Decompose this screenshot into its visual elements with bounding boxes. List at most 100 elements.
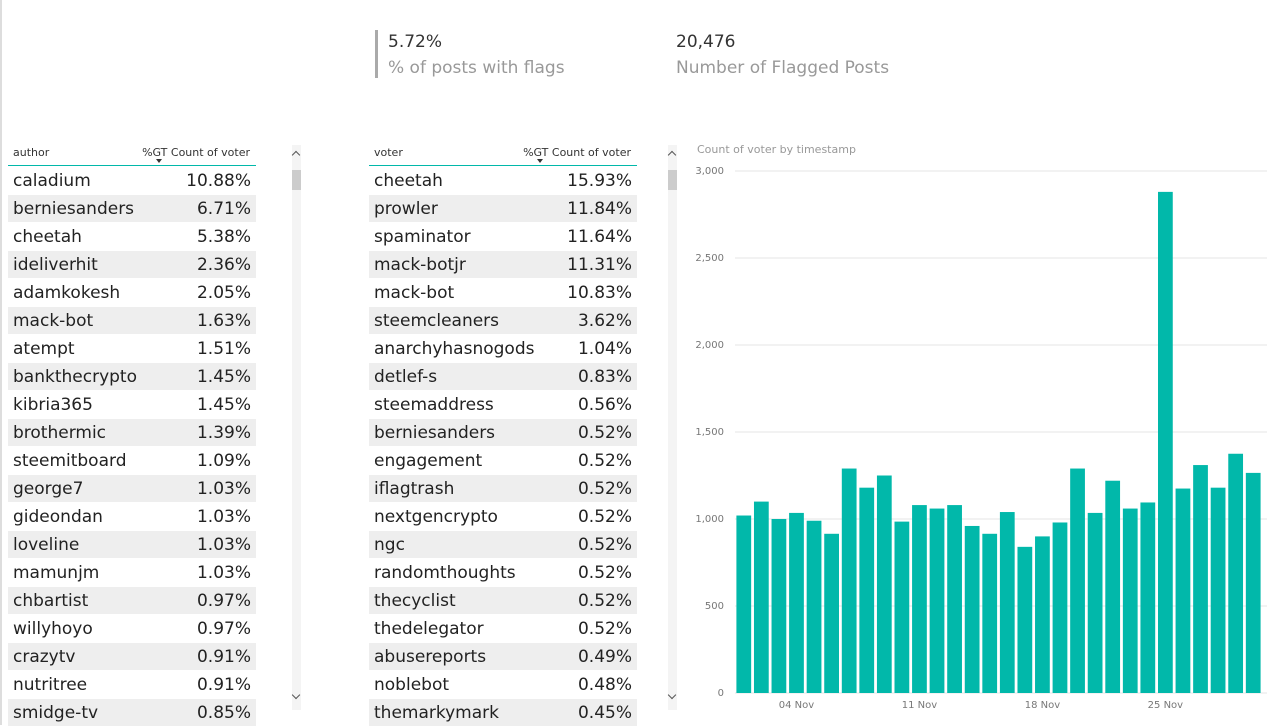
- table-row: [8, 531, 256, 558]
- table-row: [369, 699, 637, 726]
- cell: 0.91%: [196, 647, 251, 667]
- cell: 0.52%: [577, 619, 632, 639]
- bar: [841, 468, 857, 693]
- cell: steemcleaners: [374, 311, 500, 331]
- cell: 10.83%: [567, 283, 632, 303]
- cell: nextgencrypto: [374, 507, 498, 527]
- scroll-thumb: [668, 170, 677, 190]
- header-line: [8, 165, 256, 166]
- cell: berniesanders: [13, 199, 135, 219]
- cell: 0.52%: [577, 423, 632, 443]
- bar: [1245, 472, 1261, 693]
- cell: 0.52%: [577, 507, 632, 527]
- bar: [753, 501, 769, 693]
- bar: [947, 505, 962, 693]
- cell: themarkymark: [374, 703, 499, 723]
- cell: 1.45%: [196, 395, 251, 415]
- cell: 1.51%: [196, 339, 251, 359]
- table-row: [8, 223, 256, 250]
- table-row: [8, 391, 256, 418]
- table-row: [8, 363, 256, 390]
- cell: spaminator: [374, 227, 471, 247]
- bar: [1228, 453, 1244, 693]
- cell: steemitboard: [13, 451, 127, 471]
- cell: thedelegator: [374, 619, 484, 639]
- y-tick-label: 1,500: [695, 427, 724, 438]
- cell: ideliverhit: [13, 255, 98, 275]
- table-row: [8, 559, 256, 586]
- cell: 11.64%: [567, 227, 632, 247]
- cell: 0.48%: [577, 675, 632, 695]
- table-row: [369, 251, 637, 278]
- cell: caladium: [13, 171, 91, 191]
- chart-title: Count of voter by timestamp: [697, 143, 856, 156]
- chart: Count of voter by timestamp 0 500 1,000 1,5…: [695, 143, 1267, 711]
- table-row: [369, 615, 637, 642]
- x-tick-label: 04 Nov: [779, 700, 815, 711]
- bar: [1193, 465, 1208, 693]
- cell: engagement: [374, 451, 483, 471]
- cell: 6.71%: [196, 199, 251, 219]
- sort-arrow: [537, 159, 543, 163]
- bar: [876, 475, 892, 693]
- cell: 3.62%: [577, 311, 632, 331]
- cell: 0.49%: [577, 647, 632, 667]
- y-tick-label: 2,000: [695, 340, 724, 351]
- column-header: author: [13, 146, 50, 159]
- cell: 0.91%: [196, 675, 251, 695]
- cell: berniesanders: [374, 423, 496, 443]
- column-header: %GT Count of voter: [523, 146, 631, 159]
- card-label: Number of Flagged Posts: [676, 58, 890, 78]
- cell: 1.04%: [577, 339, 632, 359]
- scroll-track: [292, 145, 301, 710]
- table-row: [369, 307, 637, 334]
- cell: 1.03%: [196, 479, 251, 499]
- table-row: [369, 643, 637, 670]
- table-row: [369, 335, 637, 362]
- cell: detlef-s: [374, 367, 438, 387]
- table-row: [8, 195, 256, 222]
- cell: randomthoughts: [374, 563, 516, 583]
- cell: bankthecrypto: [13, 367, 137, 387]
- cell: cheetah: [13, 227, 82, 247]
- table-row: [369, 531, 637, 558]
- table-row: [369, 195, 637, 222]
- y-tick-label: 0: [718, 688, 724, 699]
- x-tick-label: 25 Nov: [1148, 700, 1184, 711]
- cell: 0.52%: [577, 451, 632, 471]
- cell: willyhoyo: [13, 619, 93, 639]
- column-header: voter: [374, 146, 403, 159]
- cell: crazytv: [13, 647, 76, 667]
- table-row: [8, 615, 256, 642]
- cell: 0.45%: [577, 703, 632, 723]
- cell: 5.38%: [196, 227, 251, 247]
- cell: 2.36%: [196, 255, 251, 275]
- cell: thecyclist: [374, 591, 456, 611]
- bar: [894, 521, 910, 693]
- cell: 10.88%: [186, 171, 251, 191]
- x-tick-label: 11 Nov: [902, 700, 938, 711]
- table-row: [8, 587, 256, 614]
- cell: adamkokesh: [13, 283, 121, 303]
- cell: kibria365: [13, 395, 93, 415]
- cell: 11.84%: [567, 199, 632, 219]
- cell: brothermic: [13, 423, 107, 443]
- table-row: [369, 559, 637, 586]
- y-tick-label: 3,000: [695, 166, 724, 177]
- bar: [912, 505, 927, 693]
- table-row: [8, 475, 256, 502]
- table-row: [8, 643, 256, 670]
- table-row: [369, 671, 637, 698]
- header-line: [369, 165, 637, 166]
- cell: mamunjm: [13, 563, 100, 583]
- cell: ngc: [374, 535, 405, 555]
- cell: 1.03%: [196, 507, 251, 527]
- cell: mack-botjr: [374, 255, 466, 275]
- bar: [859, 487, 875, 693]
- sort-arrow: [156, 159, 162, 163]
- bar: [1140, 502, 1156, 693]
- table-row: [8, 251, 256, 278]
- x-tick-label: 18 Nov: [1025, 700, 1061, 711]
- cell: 0.85%: [196, 703, 251, 723]
